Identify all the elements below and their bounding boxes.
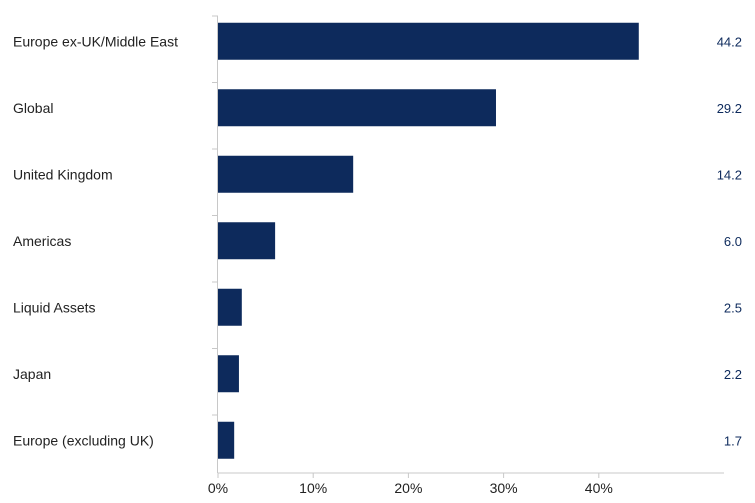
category-label: Europe ex-UK/Middle East	[13, 33, 178, 49]
value-label: 2.5	[724, 300, 742, 315]
bar	[218, 89, 496, 127]
x-tick-label: 0%	[208, 480, 228, 496]
category-label: United Kingdom	[13, 166, 113, 182]
value-label: 2.2	[724, 367, 742, 382]
bar	[218, 222, 276, 260]
axis-layer	[212, 15, 724, 478]
category-label: Europe (excluding UK)	[13, 432, 154, 448]
labels-layer: 0% 10% 20% 30% 40% Europe ex-UK/Middle East 44…	[13, 33, 742, 496]
bar	[218, 355, 239, 393]
category-label: Americas	[13, 233, 71, 249]
bar	[218, 288, 242, 326]
value-label: 44.2	[717, 34, 742, 49]
category-label: Global	[13, 100, 53, 116]
bar	[218, 421, 235, 459]
bar	[218, 22, 639, 60]
value-label: 29.2	[717, 101, 742, 116]
value-label: 1.7	[724, 433, 742, 448]
x-tick-label: 30%	[490, 480, 518, 496]
bars-layer	[218, 22, 639, 459]
x-tick-label: 10%	[299, 480, 327, 496]
value-label: 6.0	[724, 234, 742, 249]
category-label: Japan	[13, 366, 51, 382]
bar	[218, 155, 354, 193]
category-label: Liquid Assets	[13, 299, 96, 315]
value-label: 14.2	[717, 167, 742, 182]
x-tick-label: 20%	[394, 480, 422, 496]
x-tick-label: 40%	[585, 480, 613, 496]
